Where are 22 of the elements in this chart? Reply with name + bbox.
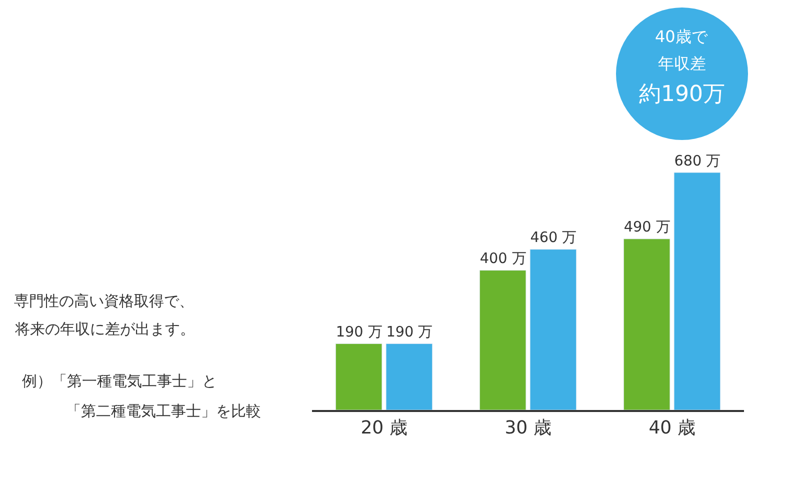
bar [386, 343, 433, 410]
x-tick-label: 20 歳 [360, 418, 408, 439]
bar [530, 249, 577, 410]
text: 例）「第一種電気工事士」と [22, 372, 217, 390]
data-label: 460 万 [530, 230, 576, 246]
text: 約190万 [639, 82, 725, 107]
text: 年収差 [658, 54, 706, 73]
text: 将来の年収に差が出ます。 [14, 320, 195, 338]
data-label: 190 万 [386, 324, 432, 340]
text: 「第二種電気工事士」を比較 [66, 402, 261, 420]
data-label: 490 万 [624, 220, 670, 236]
text: 40歳で [655, 27, 708, 46]
bar [674, 172, 721, 410]
data-label: 400 万 [480, 251, 526, 268]
bar [623, 238, 670, 410]
data-label: 680 万 [674, 153, 720, 170]
data-label: 190 万 [336, 324, 382, 340]
x-tick-label: 30 歳 [504, 418, 552, 439]
bar [335, 343, 382, 410]
bar [479, 270, 526, 410]
x-tick-label: 40 歳 [648, 418, 696, 439]
text: 専門性の高い資格取得で、 [14, 292, 194, 310]
